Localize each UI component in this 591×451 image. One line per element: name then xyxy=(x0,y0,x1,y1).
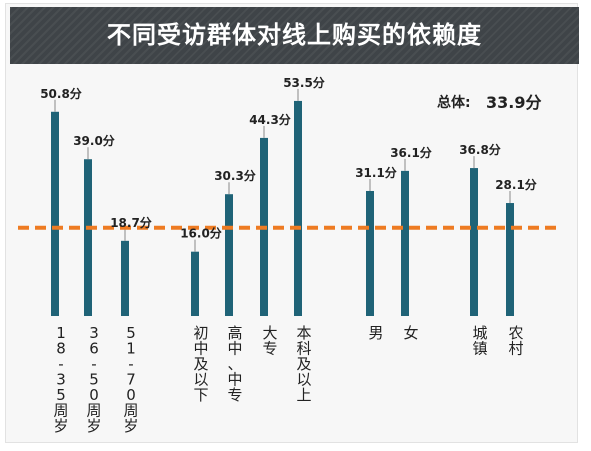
bar xyxy=(506,203,514,316)
category-label: 1 8 -3 5 周岁 xyxy=(53,324,68,435)
category-label: 女 xyxy=(403,324,418,342)
chart-title: 不同受访群体对线上购买的依赖度 xyxy=(107,21,482,49)
bar xyxy=(51,111,59,316)
bars-layer xyxy=(51,100,514,317)
bar xyxy=(294,100,302,317)
category-label: 本科及以上 xyxy=(296,324,311,404)
value-label: 53.5分 xyxy=(283,75,325,90)
bar xyxy=(191,251,199,316)
value-label: 16.0分 xyxy=(180,226,222,241)
bar xyxy=(121,240,129,316)
bar xyxy=(225,194,233,316)
category-labels-layer: 1 8 -3 5 周岁 3 6 -5 0 周岁 5 1 -7 0 周岁 初中及以下 高中、中专 大专 本科及以上 男 女… xyxy=(53,324,523,435)
bar xyxy=(401,170,409,316)
overall-label: 总体: xyxy=(437,94,471,111)
bar xyxy=(366,190,374,316)
value-label: 36.8分 xyxy=(459,142,501,157)
category-label: 城镇 xyxy=(472,324,487,358)
value-label: 28.1分 xyxy=(495,177,537,192)
category-label: 高中、中专 xyxy=(227,324,242,404)
value-label: 50.8分 xyxy=(40,86,82,101)
category-label: 3 6 -5 0 周岁 xyxy=(86,324,101,435)
value-label: 44.3分 xyxy=(249,112,291,127)
value-label: 18.7分 xyxy=(110,215,152,230)
chart-card xyxy=(5,3,578,443)
bar xyxy=(84,159,92,316)
value-label: 30.3分 xyxy=(214,168,256,183)
value-labels-layer: 50.8分 39.0分 18.7分 16.0分 30.3分 44.3分 53.5分 31.1分… xyxy=(40,75,537,241)
category-label: 男 xyxy=(368,324,383,342)
value-label: 39.0分 xyxy=(73,133,115,148)
leader-lines-layer xyxy=(54,88,511,252)
category-label: 5 1 -7 0 周岁 xyxy=(123,324,138,435)
category-label: 初中及以下 xyxy=(193,324,208,404)
title-banner: 不同受访群体对线上购买的依赖度 xyxy=(10,7,579,64)
overall-value: 33.9分 xyxy=(486,93,541,112)
bar xyxy=(470,168,478,316)
category-label: 大专 xyxy=(262,324,277,358)
category-label: 农村 xyxy=(508,324,523,358)
value-label: 31.1分 xyxy=(355,165,397,180)
value-label: 36.1分 xyxy=(390,145,432,160)
